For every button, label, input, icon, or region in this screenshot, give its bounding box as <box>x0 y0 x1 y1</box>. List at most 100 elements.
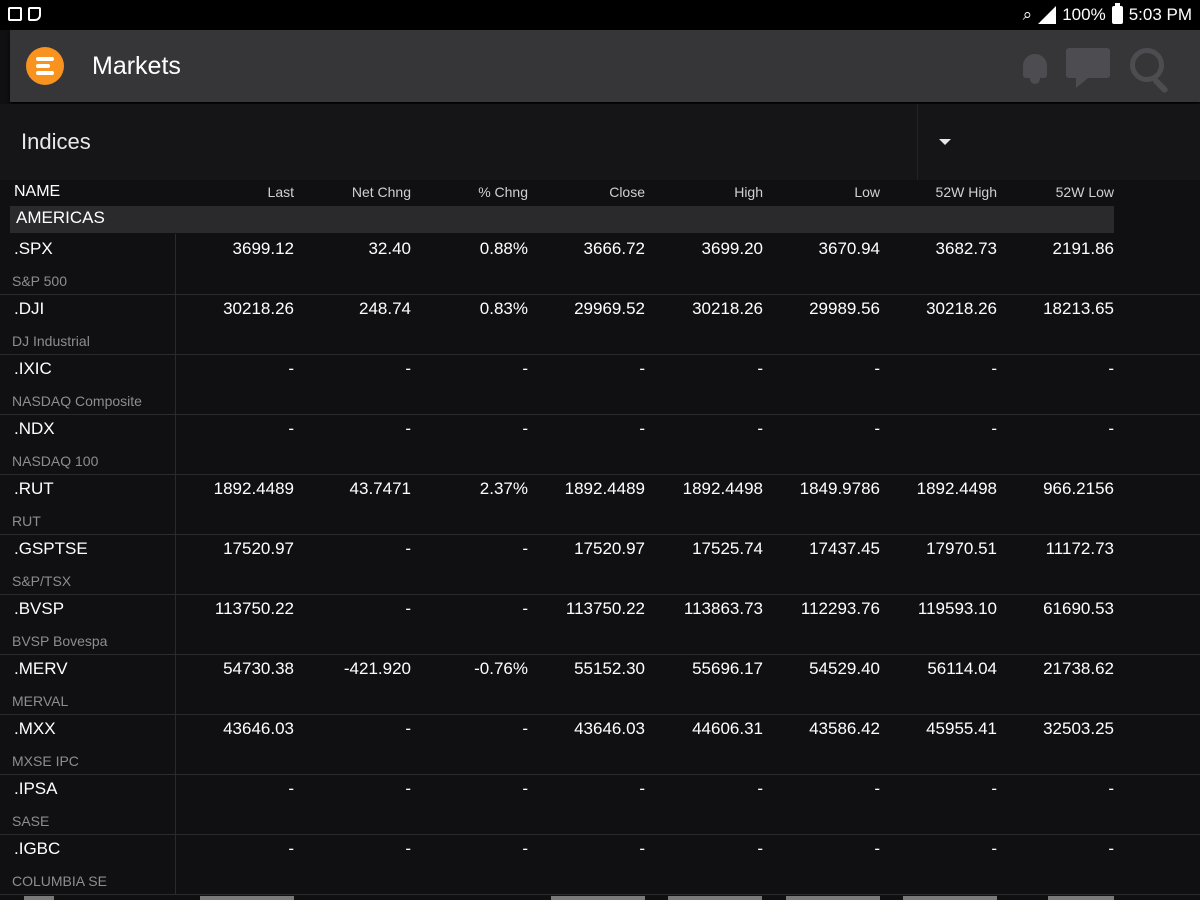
cell-52w-high: - <box>991 839 997 858</box>
cell-52w-low: 61690.53 <box>1043 599 1114 618</box>
cell-high: 1892.4498 <box>682 479 763 498</box>
table-row[interactable]: .IPSA SASE - - - - - - - - <box>0 774 1200 835</box>
column-header-low[interactable]: Low <box>854 184 880 200</box>
cell-low: - <box>874 419 880 438</box>
cell-close: 43646.03 <box>574 719 645 738</box>
index-name: S&P 500 <box>12 273 68 289</box>
cell-net-chng: - <box>405 599 411 618</box>
cell-close: 29969.52 <box>574 299 645 318</box>
column-header-close[interactable]: Close <box>609 184 645 200</box>
cell-high: - <box>757 779 763 798</box>
index-name: NASDAQ Composite <box>12 393 142 409</box>
cell-52w-high: 3682.73 <box>935 239 997 258</box>
index-name: BVSP Bovespa <box>12 633 108 649</box>
region-label: AMERICAS <box>16 208 105 227</box>
cell-low: 17437.45 <box>809 539 880 558</box>
table-row[interactable]: .GSPTSE S&P/TSX 17520.97 - - 17520.97 17525.74… <box>0 534 1200 595</box>
column-header-last[interactable]: Last <box>267 184 294 200</box>
cell-pct-chng: - <box>522 719 528 738</box>
table-row[interactable]: .MXX MXSE IPC 43646.03 - - 43646.03 44606.31 43… <box>0 714 1200 775</box>
category-selector-label: Indices <box>21 129 91 154</box>
index-name: MXSE IPC <box>12 753 79 769</box>
cell-low: - <box>874 359 880 378</box>
column-header-52w-high[interactable]: 52W High <box>935 184 997 200</box>
cell-52w-high: 45955.41 <box>926 719 997 738</box>
cell-pct-chng: - <box>522 359 528 378</box>
cell-52w-low: 966.2156 <box>1043 479 1114 498</box>
cell-last: 30218.26 <box>223 299 294 318</box>
index-symbol: .MERV <box>14 659 68 678</box>
cell-52w-high: 17970.51 <box>926 539 997 558</box>
column-header-net-chng[interactable]: Net Chng <box>351 184 411 200</box>
clock: 5:03 PM <box>1128 5 1192 24</box>
cell-52w-low: 21738.62 <box>1043 659 1114 678</box>
cell-pct-chng: - <box>522 419 528 438</box>
cell-last: - <box>288 839 294 858</box>
index-symbol: .IXIC <box>14 359 52 378</box>
index-symbol: .NDX <box>14 419 55 438</box>
cell-net-chng: - <box>405 359 411 378</box>
row-name-cell: .RUT RUT <box>0 474 176 534</box>
table-row[interactable]: .IXIC NASDAQ Composite - - - - - - - - <box>0 354 1200 415</box>
chat-icon[interactable] <box>1066 48 1110 88</box>
cell-low: 29989.56 <box>809 299 880 318</box>
cell-last: - <box>288 359 294 378</box>
cell-high: 44606.31 <box>692 719 763 738</box>
cell-52w-low: 32503.25 <box>1043 719 1114 738</box>
cell-52w-low: - <box>1108 779 1114 798</box>
bell-icon[interactable] <box>1020 52 1050 84</box>
cell-52w-low: - <box>1108 419 1114 438</box>
app-title: Markets <box>92 52 181 80</box>
row-name-cell: .MERV MERVAL <box>0 654 176 714</box>
category-selector[interactable]: Indices <box>0 104 1200 180</box>
selector-divider <box>917 104 918 180</box>
search-icon[interactable] <box>1128 46 1172 94</box>
battery-icon <box>1111 3 1123 24</box>
notification-icons <box>8 7 41 21</box>
cell-pct-chng: -0.76% <box>474 659 528 678</box>
table-row[interactable]: .RUT RUT 1892.4489 43.7471 2.37% 1892.4489 189… <box>0 474 1200 535</box>
column-header-name[interactable]: NAME <box>14 183 61 200</box>
index-symbol: .DJI <box>14 299 45 318</box>
cell-net-chng: -421.920 <box>343 659 411 678</box>
row-name-cell: .IGBC COLUMBIA SE <box>0 834 176 894</box>
cell-last: 17520.97 <box>223 539 294 558</box>
cell-last: 3699.12 <box>232 239 294 258</box>
cell-close: - <box>639 419 645 438</box>
app-logo-icon[interactable] <box>26 47 64 85</box>
index-name: MERVAL <box>12 693 69 709</box>
column-header-high[interactable]: High <box>734 184 763 200</box>
cell-last: 54730.38 <box>223 659 294 678</box>
row-name-cell: .MXX MXSE IPC <box>0 714 176 774</box>
cell-close: - <box>639 839 645 858</box>
cell-close: 55152.30 <box>574 659 645 678</box>
cell-net-chng: 32.40 <box>368 239 411 258</box>
row-name-cell: .DJI DJ Industrial <box>0 294 176 354</box>
table-row[interactable]: .BVSP BVSP Bovespa 113750.22 - - 113750.22 113… <box>0 594 1200 655</box>
table-row[interactable]: .NDX NASDAQ 100 - - - - - - - - <box>0 414 1200 475</box>
column-header-pct-chng[interactable]: % Chng <box>478 184 528 200</box>
table-row[interactable]: .SPX S&P 500 3699.12 32.40 0.88% 3666.72 3699.… <box>0 234 1200 295</box>
table-row[interactable]: .IGBC COLUMBIA SE - - - - - - - - <box>0 834 1200 895</box>
cell-52w-high: 1892.4498 <box>916 479 997 498</box>
cell-net-chng: - <box>405 779 411 798</box>
cell-52w-high: - <box>991 779 997 798</box>
signal-icon <box>1038 6 1057 24</box>
index-symbol: .IPSA <box>14 779 58 798</box>
cell-net-chng: 248.74 <box>359 299 411 318</box>
index-symbol: .MXX <box>14 719 56 738</box>
table-row[interactable]: .DJI DJ Industrial 30218.26 248.74 0.83% 2996… <box>0 294 1200 355</box>
dropdown-caret-icon[interactable] <box>939 139 951 145</box>
region-header: AMERICAS <box>10 206 1114 233</box>
cell-52w-low: - <box>1108 359 1114 378</box>
cell-pct-chng: - <box>522 839 528 858</box>
app-bar: Markets <box>10 30 1200 102</box>
cell-pct-chng: - <box>522 539 528 558</box>
cell-52w-high: - <box>991 419 997 438</box>
column-header-52w-low[interactable]: 52W Low <box>1055 184 1114 200</box>
cell-close: 17520.97 <box>574 539 645 558</box>
system-status: ⌕ 100% 5:03 PM <box>1023 3 1192 25</box>
file-notification-icon <box>28 7 41 21</box>
partial-table-row <box>0 893 1200 900</box>
table-row[interactable]: .MERV MERVAL 54730.38 -421.920 -0.76% 55152.3… <box>0 654 1200 715</box>
